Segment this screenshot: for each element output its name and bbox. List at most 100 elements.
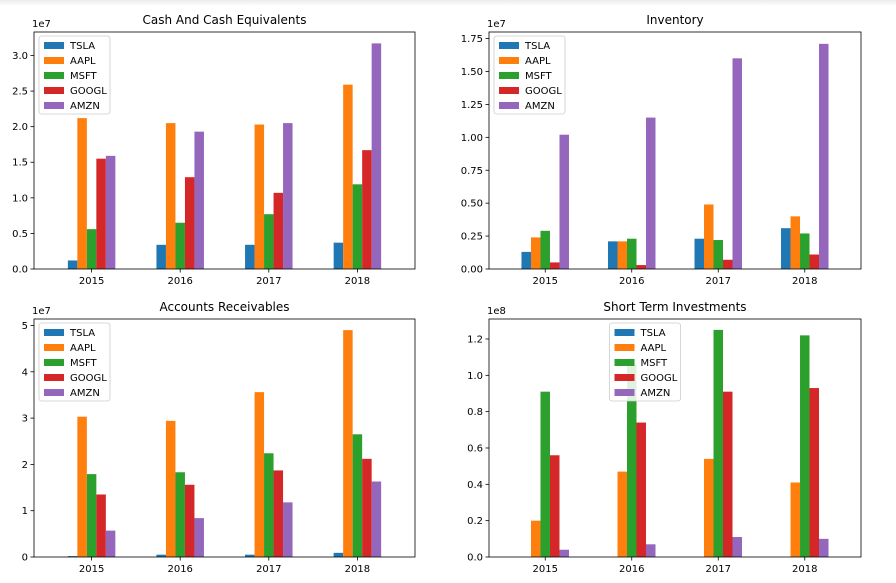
x-tick-label: 2016 (167, 276, 192, 287)
x-tick-label: 2017 (706, 564, 731, 575)
legend-swatch-msft (499, 72, 519, 79)
bar-googl-2018 (809, 254, 820, 269)
bar-googl-2017 (273, 470, 284, 557)
bar-tsla-2016 (607, 241, 618, 269)
bar-msft-2017 (713, 240, 724, 269)
x-tick-label: 2017 (256, 564, 281, 575)
legend-swatch-googl (44, 374, 64, 381)
bar-aapl-2018 (790, 216, 801, 269)
legend-swatch-tsla (44, 42, 64, 49)
bar-tsla-2017 (245, 244, 255, 269)
legend-label-googl: GOOGL (70, 373, 107, 384)
bar-tsla-2018 (333, 552, 344, 557)
bar-aapl-2017 (704, 204, 714, 269)
chart-panel-2: Inventory 1e7 0.00 0.25 0.50 0.75 1.00 1.25 1.50… (461, 13, 862, 287)
bar-tsla-2018 (781, 228, 791, 269)
bar-amzn-2018 (819, 43, 829, 269)
bar-msft-2016 (175, 222, 185, 269)
bar-googl-2015 (549, 455, 560, 557)
bar-tsla-2015 (67, 556, 78, 557)
bar-amzn-2015 (559, 549, 569, 557)
legend-swatch-amzn (44, 389, 64, 396)
legend-swatch-googl (499, 87, 519, 94)
x-tick-label: 2016 (619, 276, 644, 287)
legend-label-tsla: TSLA (524, 41, 550, 52)
window-top-shadow (0, 0, 896, 6)
bar-googl-2018 (362, 458, 372, 557)
y-tick-label: 1.25 (461, 100, 483, 111)
y-tick-label: 5 (22, 321, 28, 332)
x-tick-label: 2018 (345, 276, 370, 287)
y-tick-label: 0.00 (461, 265, 483, 276)
y-tick-label: 2 (22, 460, 28, 471)
legend-swatch-amzn (614, 389, 635, 396)
legend: TSLA AAPL MSFT GOOGL AMZN (609, 322, 681, 402)
y-tick-label: 1.0 (467, 371, 483, 382)
bar-aapl-2015 (530, 520, 541, 557)
bar-amzn-2017 (283, 502, 293, 557)
bar-amzn-2016 (194, 131, 204, 269)
bar-googl-2016 (184, 177, 195, 269)
bar-msft-2018 (352, 434, 363, 557)
bar-msft-2015 (540, 230, 550, 269)
legend-box (38, 35, 111, 115)
y-tick-label: 3 (22, 414, 28, 425)
bar-googl-2015 (96, 158, 106, 269)
bar-googl-2016 (184, 484, 195, 557)
legend-label-aapl: AAPL (70, 343, 96, 354)
bar-aapl-2017 (254, 392, 265, 557)
bar-amzn-2015 (559, 134, 569, 269)
legend-swatch-msft (44, 72, 64, 79)
bar-amzn-2018 (819, 538, 829, 557)
legend-box (493, 35, 566, 115)
plot-frame (488, 318, 862, 558)
legend-label-msft: MSFT (70, 71, 98, 82)
bar-tsla-2018 (333, 242, 344, 269)
bar-msft-2015 (540, 391, 550, 557)
bar-aapl-2016 (617, 471, 627, 557)
bar-aapl-2016 (165, 123, 176, 270)
legend-swatch-aapl (44, 57, 64, 64)
chart-title: Cash And Cash Equivalents (143, 13, 307, 27)
x-tick-label: 2015 (533, 276, 558, 287)
y-tick-label: 0.50 (461, 199, 483, 210)
legend-label-msft: MSFT (641, 358, 669, 369)
bar-aapl-2015 (530, 237, 541, 269)
bar-msft-2016 (175, 472, 185, 557)
bar-aapl-2018 (343, 330, 353, 557)
x-tick-label: 2015 (79, 276, 104, 287)
bar-googl-2018 (362, 150, 372, 269)
bar-msft-2015 (86, 474, 97, 557)
bar-googl-2015 (96, 494, 106, 557)
legend: TSLA AAPL MSFT GOOGL AMZN (493, 35, 566, 115)
y-tick-label: 2.5 (12, 87, 28, 98)
y-tick-label: 1.75 (461, 34, 483, 45)
bar-msft-2017 (713, 329, 724, 557)
y-tick-label: 0.0 (12, 265, 28, 276)
legend-swatch-aapl (44, 344, 64, 351)
bar-amzn-2015 (105, 155, 116, 269)
y-tick-label: 0.4 (467, 480, 483, 491)
legend-label-amzn: AMZN (70, 388, 100, 399)
legend-label-msft: MSFT (525, 71, 553, 82)
legend-label-tsla: TSLA (69, 328, 95, 339)
bar-msft-2018 (352, 184, 363, 269)
x-tick-label: 2015 (533, 564, 558, 575)
y-tick-label: 0.25 (461, 232, 483, 243)
legend-label-msft: MSFT (70, 358, 98, 369)
x-tick-label: 2018 (792, 276, 817, 287)
bar-googl-2015 (549, 262, 560, 269)
bar-googl-2016 (636, 265, 646, 269)
legend-label-amzn: AMZN (641, 388, 671, 399)
legend: TSLA AAPL MSFT GOOGL AMZN (38, 35, 111, 115)
y-tick-label: 1.0 (12, 193, 28, 204)
bar-googl-2017 (273, 192, 284, 269)
legend-swatch-msft (614, 359, 635, 366)
axis-offset-label: 1e7 (32, 306, 51, 317)
y-tick-label: 4 (22, 367, 28, 378)
y-tick-label: 3.0 (12, 51, 28, 62)
legend-box (38, 322, 111, 402)
legend-label-tsla: TSLA (69, 41, 95, 52)
chart-title: Short Term Investments (603, 300, 746, 314)
